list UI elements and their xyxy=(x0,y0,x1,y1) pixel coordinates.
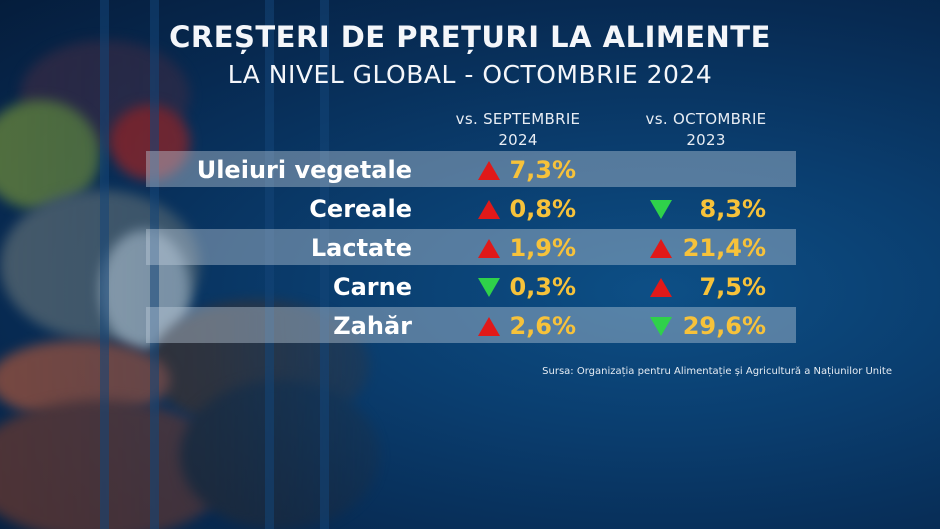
sept-cell: 7,3% xyxy=(476,153,576,187)
table-row: Carne 0,3% 7,5% xyxy=(0,268,940,306)
triangle-up-icon xyxy=(478,317,500,336)
oct-cell: 7,5% xyxy=(648,270,766,304)
row-band xyxy=(146,229,796,265)
decor-stripe xyxy=(320,0,329,529)
sept-cell: 0,3% xyxy=(476,270,576,304)
row-band xyxy=(146,307,796,343)
oct-cell: 29,6% xyxy=(648,309,766,343)
source-note: Sursa: Organizația pentru Alimentație și… xyxy=(542,366,892,377)
column-header-line: vs. OCTOMBRIE xyxy=(645,110,767,128)
oct-value: 29,6% xyxy=(682,312,766,340)
sept-value: 2,6% xyxy=(509,312,576,340)
row-label: Lactate xyxy=(310,234,412,262)
triangle-down-icon xyxy=(478,278,500,297)
oct-cell: 21,4% xyxy=(648,231,766,265)
triangle-up-icon xyxy=(478,161,500,180)
sept-value: 0,8% xyxy=(509,195,576,223)
triangle-up-icon xyxy=(478,239,500,258)
page-title: CREȘTERI DE PREȚURI LA ALIMENTE xyxy=(169,20,771,54)
row-label: Cereale xyxy=(309,195,412,223)
decor-stripe xyxy=(150,0,159,529)
page-subtitle: LA NIVEL GLOBAL - OCTOMBRIE 2024 xyxy=(227,60,713,89)
row-label: Carne xyxy=(332,273,412,301)
triangle-down-icon xyxy=(650,200,672,219)
row-band xyxy=(146,151,796,187)
column-header-line: vs. SEPTEMBRIE xyxy=(455,110,581,128)
column-header-line: 2023 xyxy=(686,131,726,149)
sept-value: 1,9% xyxy=(509,234,576,262)
oct-value: 7,5% xyxy=(699,273,766,301)
decor-stripe xyxy=(100,0,109,529)
table-row: Lactate 1,9% 21,4% xyxy=(0,229,940,267)
row-label: Zahăr xyxy=(333,312,412,340)
triangle-up-icon xyxy=(478,200,500,219)
sept-value: 7,3% xyxy=(509,156,576,184)
table-row: Cereale 0,8% 8,3% xyxy=(0,190,940,228)
triangle-up-icon xyxy=(650,239,672,258)
sept-cell: 1,9% xyxy=(476,231,576,265)
triangle-up-icon xyxy=(650,278,672,297)
oct-cell: 8,3% xyxy=(648,192,766,226)
sept-cell: 0,8% xyxy=(476,192,576,226)
triangle-down-icon xyxy=(650,317,672,336)
table-row: Zahăr 2,6% 29,6% xyxy=(0,307,940,345)
row-label: Uleiuri vegetale xyxy=(196,156,412,184)
column-header-line: 2024 xyxy=(498,131,538,149)
decor-stripe xyxy=(265,0,274,529)
sept-value: 0,3% xyxy=(509,273,576,301)
sept-cell: 2,6% xyxy=(476,309,576,343)
column-header-oct: vs. OCTOMBRIE 2023 xyxy=(616,109,796,151)
oct-value: 8,3% xyxy=(699,195,766,223)
table-row: Uleiuri vegetale 7,3% xyxy=(0,151,940,189)
column-header-sept: vs. SEPTEMBRIE 2024 xyxy=(428,109,608,151)
oct-value: 21,4% xyxy=(682,234,766,262)
